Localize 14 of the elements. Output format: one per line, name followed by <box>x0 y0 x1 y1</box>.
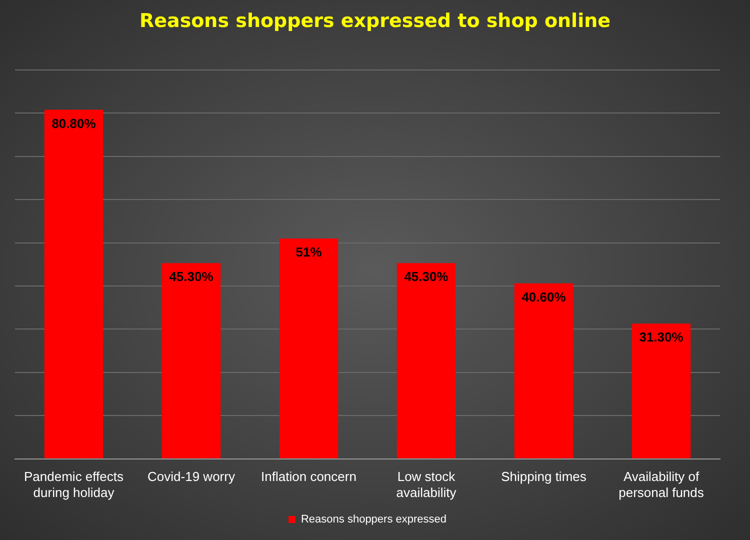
x-tick-label: Covid-19 worry <box>148 469 236 484</box>
data-label: 45.30% <box>169 269 214 284</box>
x-tick-label: Shipping times <box>501 469 587 484</box>
data-label: 31.30% <box>639 330 684 345</box>
data-label: 40.60% <box>522 289 566 304</box>
chart-title: Reasons shoppers expressed to shop online <box>138 10 612 32</box>
x-tick-label: Low stock availability <box>396 469 457 500</box>
data-label: 51% <box>296 244 322 260</box>
x-tick-label: Pandemic effects during holiday <box>24 469 124 500</box>
data-label: 45.30% <box>404 269 449 284</box>
x-tick-label: Inflation concern <box>261 469 356 484</box>
x-tick-label: Availability of personal funds <box>618 469 704 500</box>
legend-label: Reasons shoppers expressed <box>300 514 447 526</box>
data-label: 80.80% <box>52 116 96 131</box>
